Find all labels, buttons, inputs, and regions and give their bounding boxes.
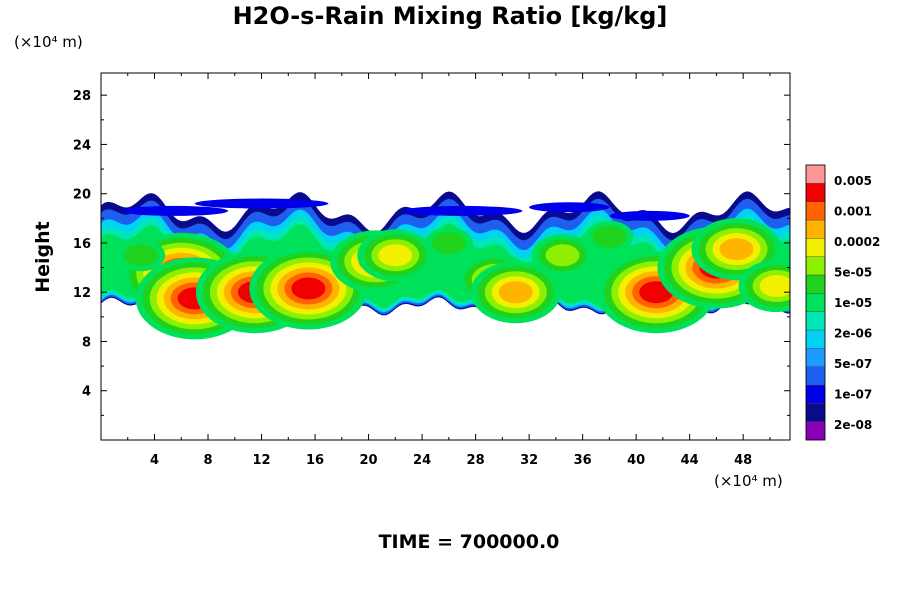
colorbar-swatch bbox=[805, 366, 826, 386]
colorbar-swatch bbox=[805, 421, 826, 441]
x-tick-label: 24 bbox=[413, 453, 431, 468]
colorbar-label: 5e-07 bbox=[834, 357, 872, 371]
colorbar-swatch bbox=[805, 384, 826, 404]
x-tick-label: 48 bbox=[734, 453, 752, 468]
chart-title: H2O-s-Rain Mixing Ratio [kg/kg] bbox=[232, 2, 668, 30]
y-tick-label: 12 bbox=[73, 286, 91, 301]
x-axis-unit: (×10⁴ m) bbox=[714, 472, 783, 490]
y-tick-label: 4 bbox=[82, 385, 91, 400]
colorbar-swatch bbox=[805, 293, 826, 312]
x-tick-label: 8 bbox=[204, 453, 213, 468]
anvil-streak-4 bbox=[609, 210, 690, 221]
colorbar-swatch bbox=[805, 238, 826, 257]
colorbar-swatch bbox=[805, 348, 826, 367]
colorbar-swatch bbox=[805, 329, 826, 349]
time-label: TIME = 700000.0 bbox=[378, 531, 560, 553]
x-tick-label: 40 bbox=[627, 453, 645, 468]
x-tick-label: 4 bbox=[150, 453, 159, 468]
convective-core-14 bbox=[585, 220, 634, 253]
colorbar-label: 2e-08 bbox=[834, 418, 872, 432]
colorbar-label: 1e-07 bbox=[834, 388, 872, 402]
colorbar-swatch bbox=[805, 164, 826, 184]
plot-frame bbox=[100, 72, 791, 441]
anvil-streak-3 bbox=[529, 202, 610, 213]
convective-core-5 bbox=[357, 229, 434, 282]
y-tick-label: 20 bbox=[73, 188, 91, 203]
x-tick-label: 16 bbox=[306, 453, 324, 468]
x-tick-label: 12 bbox=[252, 453, 270, 468]
anvil-streak-0 bbox=[121, 205, 229, 216]
colorbar-swatch bbox=[805, 274, 826, 294]
x-tick-label: 36 bbox=[574, 453, 592, 468]
axis-ticks bbox=[101, 73, 790, 440]
colorbar-label: 0.001 bbox=[834, 205, 872, 219]
colorbar-label: 5e-05 bbox=[834, 266, 872, 280]
colorbar-swatch bbox=[805, 403, 826, 422]
mixing-ratio-field bbox=[101, 191, 790, 340]
colorbar-swatch bbox=[805, 219, 826, 239]
colorbar-swatch bbox=[805, 201, 826, 221]
convective-core-12 bbox=[117, 239, 166, 272]
y-tick-label: 24 bbox=[73, 138, 91, 153]
anvil-streak-2 bbox=[402, 205, 523, 216]
colorbar-label: 0.0002 bbox=[834, 235, 880, 249]
colorbar-frame bbox=[805, 164, 826, 441]
convective-core-7 bbox=[470, 261, 561, 324]
colorbar-swatch bbox=[805, 183, 826, 202]
x-tick-label: 28 bbox=[467, 453, 485, 468]
convective-core-15 bbox=[738, 260, 790, 313]
y-tick-label: 28 bbox=[73, 89, 91, 104]
colorbar: 0.005 0.001 0.0002 5e-05 1e-05 2e-06 5e-07 1e-0… bbox=[805, 164, 880, 441]
x-tick-label: 44 bbox=[681, 453, 699, 468]
x-tick-label: 20 bbox=[360, 453, 378, 468]
y-tick-label: 8 bbox=[82, 335, 91, 350]
convective-core-13 bbox=[424, 226, 473, 259]
convective-core-8 bbox=[531, 234, 594, 277]
anvil-streak-1 bbox=[194, 198, 329, 209]
x-tick-label: 32 bbox=[520, 453, 538, 468]
colorbar-swatch bbox=[805, 311, 826, 331]
colorbar-label: 2e-06 bbox=[834, 327, 872, 341]
colorbar-label: 1e-05 bbox=[834, 296, 872, 310]
y-tick-label: 16 bbox=[73, 237, 91, 252]
colorbar-label: 0.005 bbox=[834, 174, 872, 188]
colorbar-swatch bbox=[805, 256, 826, 276]
y-axis-unit: (×10⁴ m) bbox=[14, 33, 83, 51]
